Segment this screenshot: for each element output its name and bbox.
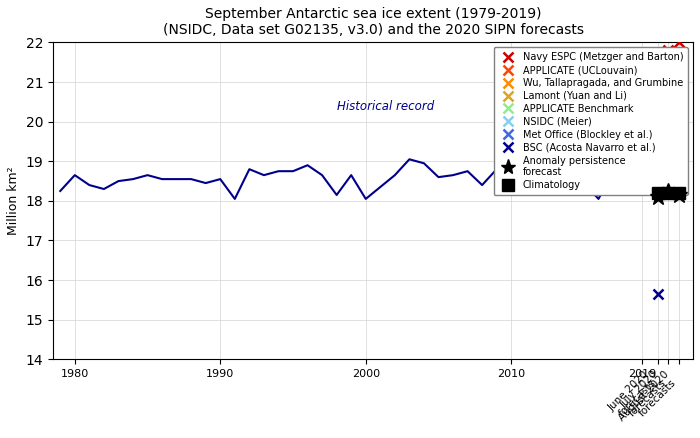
Text: Historical record: Historical record bbox=[337, 100, 434, 113]
Title: September Antarctic sea ice extent (1979-2019)
(NSIDC, Data set G02135, v3.0) an: September Antarctic sea ice extent (1979… bbox=[162, 7, 584, 37]
Legend: Navy ESPC (Metzger and Barton), APPLICATE (UCLouvain), Wu, Tallapragada, and Gru: Navy ESPC (Metzger and Barton), APPLICAT… bbox=[494, 47, 688, 195]
Y-axis label: Million km²: Million km² bbox=[7, 166, 20, 235]
